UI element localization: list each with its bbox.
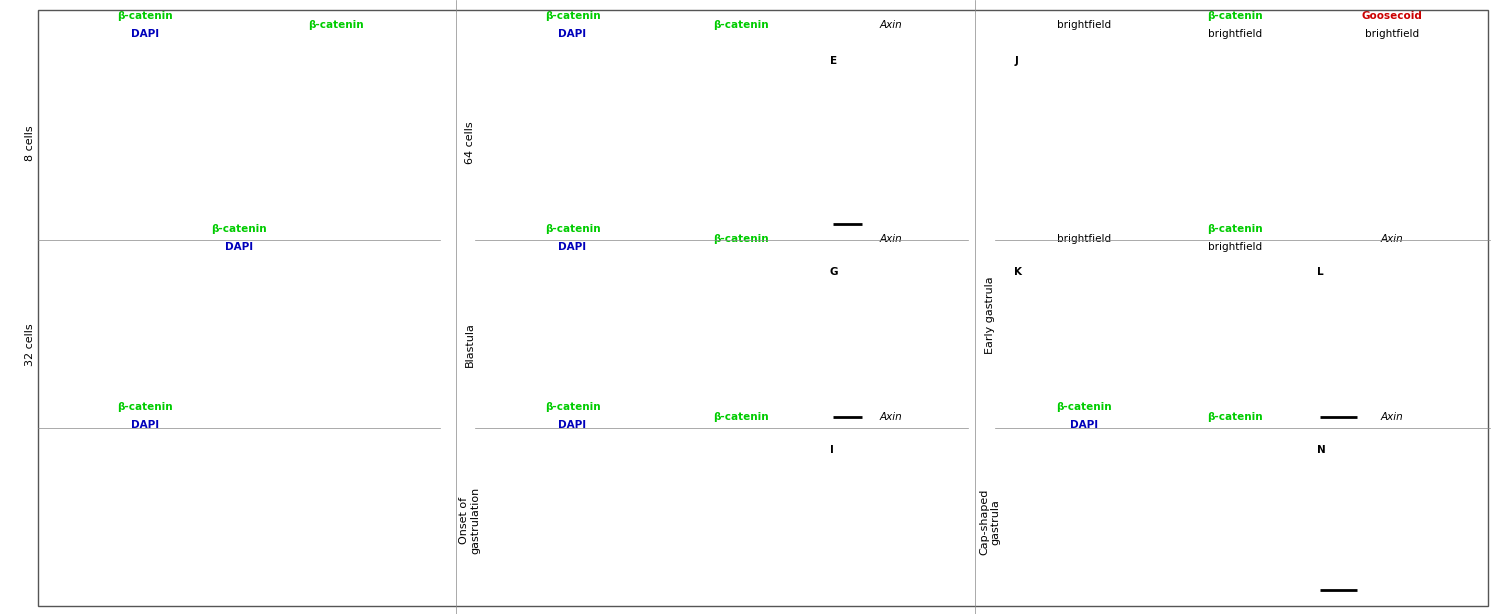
Text: Vegetal view: Vegetal view xyxy=(120,586,170,595)
Text: An: An xyxy=(500,343,510,352)
Text: β-catenin: β-catenin xyxy=(117,11,172,21)
Text: C: C xyxy=(56,445,63,455)
Text: M: M xyxy=(1014,445,1025,455)
Text: C': C' xyxy=(249,445,259,455)
Text: N: N xyxy=(1317,445,1326,455)
Text: Dbl: Dbl xyxy=(1071,370,1084,379)
Text: brightfield: brightfield xyxy=(1208,29,1261,39)
Text: D: D xyxy=(495,55,504,66)
Text: DAPI: DAPI xyxy=(130,420,159,430)
Text: H: H xyxy=(495,445,504,455)
Text: Veg: Veg xyxy=(602,370,616,379)
Text: β-catenin: β-catenin xyxy=(712,411,768,421)
Text: D': D' xyxy=(663,55,675,66)
Text: brightfield: brightfield xyxy=(1208,242,1261,252)
Text: Early gastrula: Early gastrula xyxy=(986,276,994,354)
Text: B': B' xyxy=(249,267,259,277)
Text: Veg: Veg xyxy=(190,336,206,346)
Text: Veg: Veg xyxy=(602,535,616,544)
Text: Axin: Axin xyxy=(1380,411,1404,421)
Text: Cap-shaped
gastrula: Cap-shaped gastrula xyxy=(980,489,1000,555)
Text: β-catenin: β-catenin xyxy=(544,11,600,21)
Text: β-catenin: β-catenin xyxy=(1208,224,1263,234)
Text: B: B xyxy=(56,267,63,277)
Text: K': K' xyxy=(1166,267,1176,277)
Text: β-catenin: β-catenin xyxy=(1208,11,1263,21)
Text: Dbl: Dbl xyxy=(1071,171,1084,181)
Text: E: E xyxy=(830,55,837,66)
Text: A': A' xyxy=(249,55,259,66)
Text: 32 cells: 32 cells xyxy=(26,324,34,367)
Text: β-catenin: β-catenin xyxy=(712,233,768,244)
Text: DAPI: DAPI xyxy=(225,242,254,252)
Text: 8 cells: 8 cells xyxy=(26,125,34,161)
Text: M': M' xyxy=(1166,445,1179,455)
Text: β-catenin: β-catenin xyxy=(1208,411,1263,421)
Text: DAPI: DAPI xyxy=(558,242,586,252)
Text: brightfield: brightfield xyxy=(1365,29,1419,39)
Text: DAPI: DAPI xyxy=(1070,420,1098,430)
Text: Bp: Bp xyxy=(1059,336,1068,346)
Text: Axin: Axin xyxy=(879,411,903,421)
Text: 64 cells: 64 cells xyxy=(465,122,476,165)
Text: Veg: Veg xyxy=(602,171,616,181)
Text: Bp: Bp xyxy=(1059,134,1068,143)
Text: brightfield: brightfield xyxy=(1058,233,1112,244)
Text: Axin: Axin xyxy=(1380,233,1404,244)
Text: Axin: Axin xyxy=(879,233,903,244)
Text: J": J" xyxy=(1317,55,1326,66)
Text: β-catenin: β-catenin xyxy=(544,224,600,234)
Text: DAPI: DAPI xyxy=(558,29,586,39)
Text: H': H' xyxy=(663,445,675,455)
Text: J': J' xyxy=(1166,55,1173,66)
Text: F: F xyxy=(495,267,502,277)
Text: L: L xyxy=(1317,267,1323,277)
Text: A: A xyxy=(56,55,63,66)
Text: β-catenin: β-catenin xyxy=(117,402,172,412)
Text: Animal view: Animal view xyxy=(312,586,358,595)
Text: I: I xyxy=(830,445,834,455)
Text: DAPI: DAPI xyxy=(130,29,159,39)
Text: DAPI: DAPI xyxy=(558,420,586,430)
Text: β-catenin: β-catenin xyxy=(308,20,363,31)
Text: β-catenin: β-catenin xyxy=(211,224,267,234)
Text: F': F' xyxy=(663,267,674,277)
Text: An: An xyxy=(500,142,510,150)
Text: Bp: Bp xyxy=(1086,512,1096,521)
Text: Goosecoid: Goosecoid xyxy=(1362,11,1422,21)
Text: G: G xyxy=(830,267,839,277)
Text: An: An xyxy=(500,512,510,521)
Text: K: K xyxy=(1014,267,1023,277)
Text: Onset of
gastrulation: Onset of gastrulation xyxy=(459,486,482,554)
Text: An: An xyxy=(60,353,69,362)
Text: brightfield: brightfield xyxy=(1058,20,1112,31)
Text: β-catenin: β-catenin xyxy=(1056,402,1112,412)
Text: β-catenin: β-catenin xyxy=(712,20,768,31)
Text: Vegetal view: Vegetal view xyxy=(120,219,170,228)
Text: Axin: Axin xyxy=(879,20,903,31)
Text: J: J xyxy=(1014,55,1019,66)
Text: β-catenin: β-catenin xyxy=(544,402,600,412)
Text: Blastula: Blastula xyxy=(465,322,476,367)
